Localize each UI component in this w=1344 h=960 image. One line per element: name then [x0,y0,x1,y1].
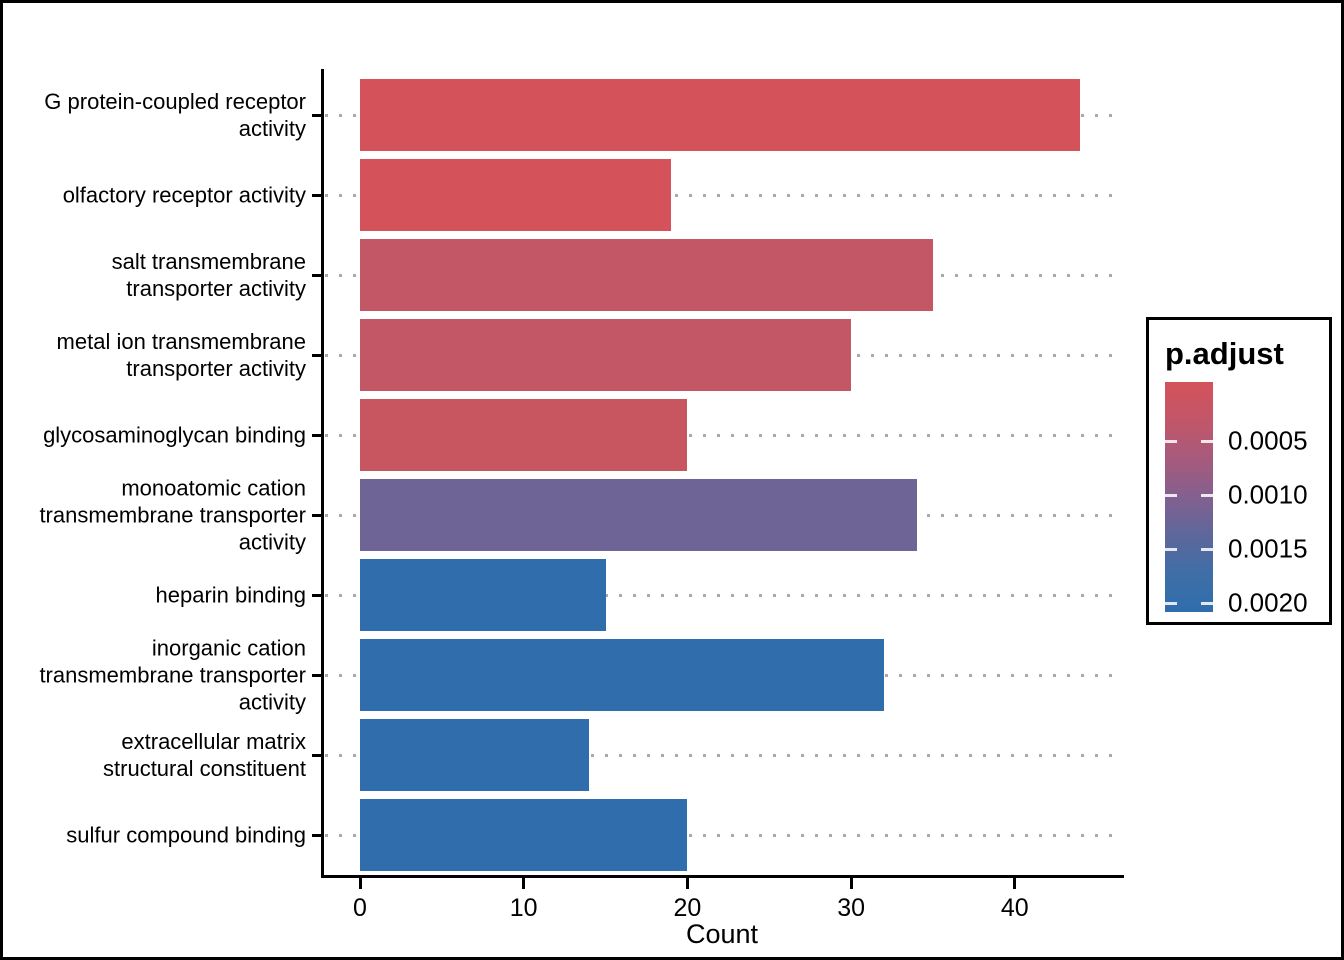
gridline [325,434,1121,437]
legend-gradient-tick [1201,547,1213,551]
x-tick-label: 30 [837,894,865,922]
y-tick-mark [312,193,323,197]
y-axis-label: metal ion transmembrane transporter acti… [56,329,306,381]
x-tick-mark [849,878,853,889]
y-tick-mark [312,673,323,677]
bar [360,319,852,391]
legend-gradient-tick [1201,439,1213,443]
bar [360,559,606,631]
bar [360,479,917,551]
legend-tick-label: 0.0020 [1228,587,1308,618]
legend-gradient-tick [1201,601,1213,605]
gridline [325,194,1121,197]
legend-gradient-tick [1165,547,1177,551]
legend-gradient-bar [1165,382,1213,612]
legend-title: p.adjust [1165,336,1284,371]
legend-tick-label: 0.0005 [1228,425,1308,456]
y-tick-mark [312,273,323,277]
bar [360,799,688,871]
y-tick-mark [312,753,323,757]
bar [360,639,884,711]
y-tick-mark [312,113,323,117]
legend-gradient-tick [1201,493,1213,497]
x-tick-mark [685,878,689,889]
gridline [325,754,1121,757]
y-axis-label: olfactory receptor activity [62,182,306,208]
y-axis-label: monoatomic cation transmembrane transpor… [39,475,306,555]
legend-tick-label: 0.0010 [1228,479,1308,510]
y-tick-mark [312,593,323,597]
x-tick-label: 20 [673,894,702,922]
x-axis-title: Count [685,919,759,949]
bar [360,719,590,791]
y-axis-label: glycosaminoglycan binding [43,422,306,448]
bar [360,159,672,231]
x-tick-label: 0 [353,894,367,922]
x-tick-label: 10 [509,894,538,922]
gridline [325,594,1121,597]
x-axis-line [321,875,1124,878]
y-axis-label: extracellular matrix structural constitu… [103,729,306,781]
bar [360,239,933,311]
plot-panel: G protein-coupled receptor activity olfac… [3,3,1341,957]
y-axis-label: heparin binding [155,582,306,608]
x-tick-label: 40 [1000,894,1029,922]
bar [360,399,688,471]
y-axis-label: sulfur compound binding [66,822,306,848]
y-axis-label: salt transmembrane transporter activity [111,249,306,301]
legend-gradient-tick [1165,601,1177,605]
y-tick-mark [312,433,323,437]
y-axis-line [321,69,324,878]
y-tick-mark [312,353,323,357]
bar [360,79,1081,151]
y-axis-label: inorganic cation transmembrane transport… [39,635,306,715]
x-tick-mark [522,878,526,889]
y-tick-mark [312,833,323,837]
y-axis-label: G protein-coupled receptor activity [44,89,306,141]
x-tick-mark [1013,878,1017,889]
legend-gradient-tick [1165,493,1177,497]
legend-box: p.adjust 0.0005 0.0010 0.0015 0.0020 [1146,317,1332,625]
x-tick-mark [358,878,362,889]
legend-gradient-tick [1165,439,1177,443]
gridline [325,834,1121,837]
y-tick-mark [312,513,323,517]
legend-tick-label: 0.0015 [1228,533,1308,564]
